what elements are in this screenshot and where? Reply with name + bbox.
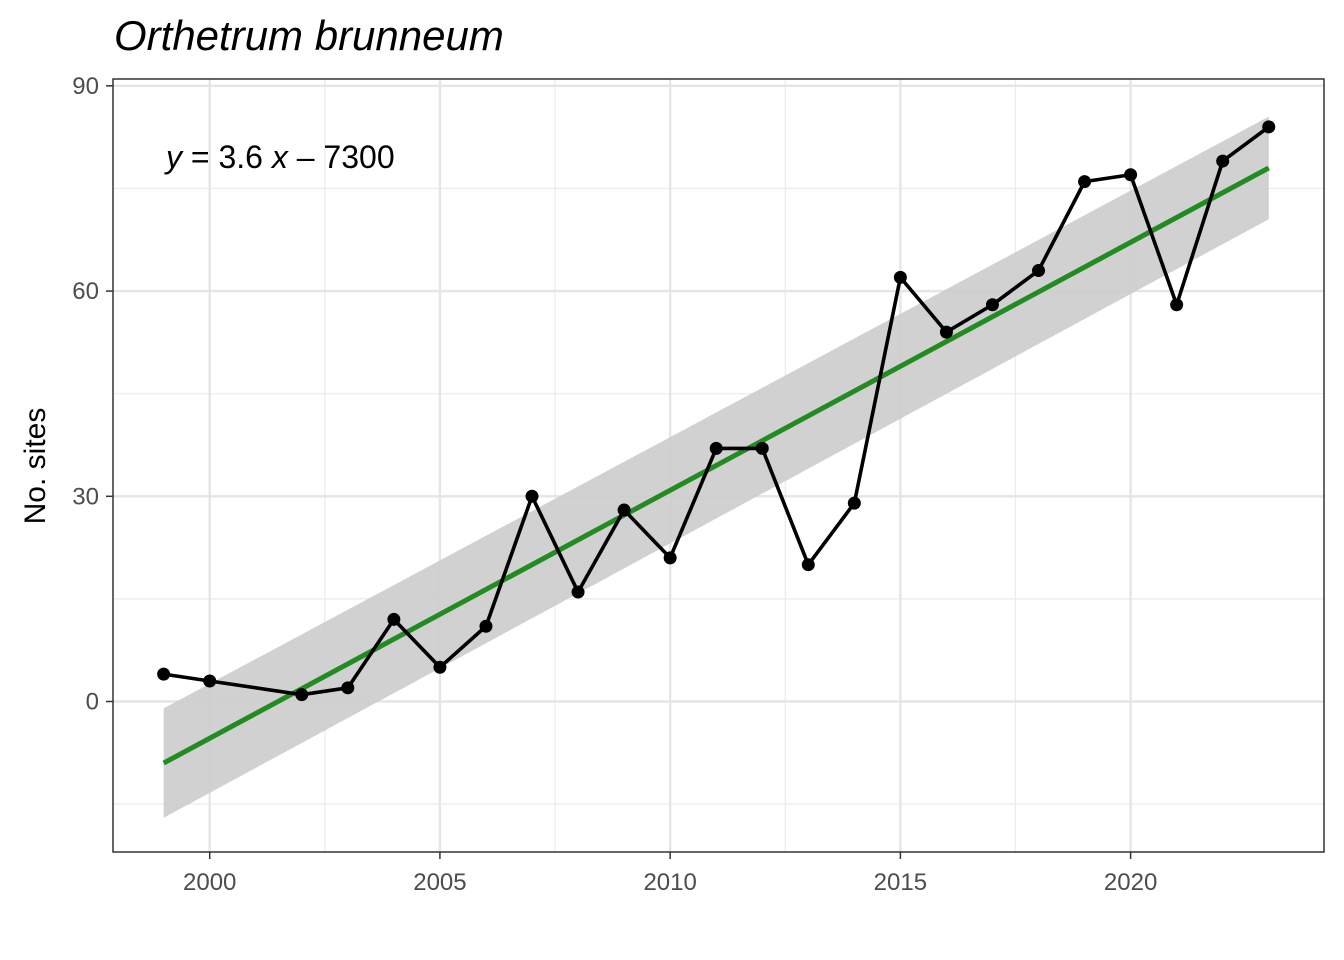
data-point (295, 688, 309, 702)
data-point (847, 496, 861, 510)
data-point (571, 585, 585, 599)
series-layer (163, 125, 1270, 697)
data-point (1170, 298, 1184, 312)
grid-minor (113, 79, 1324, 852)
y-tick-label: 60 (72, 278, 99, 305)
equation-intercept: – 7300 (288, 139, 395, 175)
y-axis-title: No. sites (19, 408, 52, 525)
equation-x-var: x (270, 139, 289, 175)
trend-line-layer (162, 165, 1270, 766)
y-tick-label: 0 (86, 689, 99, 716)
x-tick-label: 2005 (413, 869, 466, 896)
x-axis: 2000 2005 2010 2015 2020 (183, 852, 1157, 896)
data-point (525, 489, 539, 503)
data-point (709, 441, 723, 455)
x-tick-label: 2010 (643, 869, 696, 896)
y-axis: 0 30 60 90 (72, 73, 113, 716)
data-point (1124, 168, 1138, 182)
data-point (203, 674, 217, 688)
data-point (1262, 120, 1276, 134)
x-tick-label: 2000 (183, 869, 236, 896)
data-point (479, 619, 493, 633)
data-point (433, 660, 447, 674)
x-tick-label: 2015 (874, 869, 927, 896)
data-point (801, 558, 815, 572)
trend-line (162, 165, 1270, 766)
data-point (985, 298, 999, 312)
data-point (157, 667, 171, 681)
panel-border (112, 78, 1325, 853)
data-point (1216, 154, 1230, 168)
data-point (617, 503, 631, 517)
data-point (341, 681, 355, 695)
regression-equation: y = 3.6 x – 7300 (164, 139, 395, 175)
chart-title: Orthetrum brunneum (114, 12, 504, 59)
x-tick-label: 2020 (1104, 869, 1157, 896)
data-point (1032, 264, 1046, 278)
data-point (663, 551, 677, 565)
equation-y-var: y (164, 139, 184, 175)
y-tick-label: 90 (72, 73, 99, 100)
data-point (939, 325, 953, 339)
y-tick-label: 30 (72, 483, 99, 510)
equation-coefficient: = 3.6 (182, 139, 272, 175)
data-point (387, 612, 401, 626)
data-point (755, 441, 769, 455)
points-layer (157, 120, 1276, 702)
data-point (1078, 175, 1092, 189)
data-line (163, 125, 1270, 697)
data-point (893, 270, 907, 284)
